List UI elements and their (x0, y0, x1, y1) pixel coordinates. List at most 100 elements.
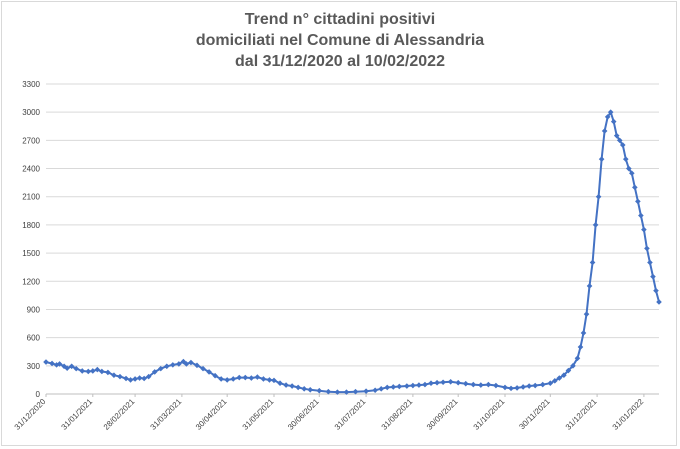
data-point-marker (632, 184, 638, 191)
data-point-marker (583, 311, 590, 317)
data-point-marker (447, 378, 454, 385)
series-line (45, 111, 660, 394)
data-point-marker (145, 373, 152, 380)
data-point-marker (141, 375, 147, 382)
data-point-marker (384, 384, 391, 391)
data-point-marker (307, 386, 314, 393)
data-point-marker (378, 386, 384, 392)
data-point-marker (508, 385, 514, 392)
data-point-marker (610, 118, 617, 125)
data-point-marker (56, 361, 63, 367)
data-point-marker (570, 363, 576, 369)
data-point-marker (601, 128, 608, 134)
y-tick-label: 1800 (22, 221, 40, 230)
data-point-marker (462, 380, 469, 387)
x-tick-label: 31/07/2021 (333, 397, 368, 432)
data-point-marker (416, 382, 422, 388)
y-tick-label: 2100 (22, 193, 40, 202)
data-point-marker (638, 212, 644, 219)
data-point-marker (85, 368, 92, 375)
x-tick-label: 30/06/2021 (286, 397, 321, 432)
data-point-marker (641, 226, 647, 233)
y-tick-label: 3300 (22, 80, 40, 89)
data-point-marker (656, 299, 662, 305)
x-tick-label: 30/04/2021 (194, 397, 229, 432)
data-point-marker (254, 374, 261, 380)
data-point-marker (49, 360, 55, 367)
x-tick-label: 31/01/2021 (60, 397, 95, 432)
data-point-marker (565, 367, 572, 374)
data-point-marker (111, 372, 117, 379)
y-axis-tick-labels: 0 300 600 900 1200 1500 1800 2100 2400 2700 3000 33… (22, 80, 40, 399)
data-point-marker (598, 156, 605, 162)
data-point-marker (485, 381, 492, 388)
data-point-marker (440, 379, 446, 386)
data-point-marker (316, 387, 323, 394)
data-point-marker (188, 359, 194, 366)
data-point-marker (43, 359, 49, 365)
data-point-marker (68, 363, 75, 370)
data-point-marker (390, 384, 397, 390)
data-point-marker (613, 132, 620, 139)
y-tick-label: 300 (27, 362, 41, 371)
data-point-marker (61, 363, 67, 370)
data-point-marker (622, 156, 629, 162)
data-point-marker (218, 376, 224, 382)
data-point-marker (635, 198, 641, 205)
data-point-marker (616, 137, 623, 144)
data-point-marker (230, 376, 237, 382)
data-point-marker (283, 382, 289, 388)
data-point-marker (157, 365, 164, 372)
y-tick-label: 600 (27, 334, 41, 343)
data-point-marker (422, 381, 428, 388)
data-point-marker (206, 369, 212, 375)
data-point-marker (526, 383, 532, 389)
data-point-marker (248, 375, 255, 381)
y-tick-label: 1200 (22, 277, 40, 286)
data-point-marker (200, 365, 206, 372)
data-point-marker (266, 377, 273, 383)
data-point-marker (73, 365, 79, 372)
chart-title-line-2: domiciliati nel Comune di Alessandria (196, 32, 484, 49)
y-tick-label: 0 (36, 390, 41, 399)
data-point-marker (289, 383, 295, 389)
data-point-marker (151, 369, 158, 375)
data-point-marker (556, 375, 563, 381)
data-point-marker (552, 378, 558, 384)
y-tick-label: 900 (27, 305, 41, 314)
x-tick-label: 31/03/2021 (149, 397, 184, 432)
data-point-marker (260, 376, 267, 382)
data-point-marker (136, 375, 143, 381)
data-point-marker (90, 368, 96, 374)
data-point-marker (604, 114, 611, 120)
data-point-marker (650, 273, 656, 280)
data-point-marker (619, 142, 626, 148)
data-point-marker (334, 389, 341, 395)
data-point-marker (127, 377, 134, 383)
data-point-marker (626, 165, 632, 172)
series-layer (43, 109, 662, 395)
data-point-marker (170, 362, 176, 368)
data-point-marker (574, 355, 581, 362)
data-point-marker (277, 380, 283, 386)
data-point-marker (514, 385, 520, 391)
gridlines (46, 83, 659, 395)
data-point-marker (99, 368, 105, 375)
data-point-marker (644, 245, 650, 252)
data-point-marker (123, 375, 129, 382)
data-point-marker (532, 382, 538, 389)
data-point-marker (79, 368, 86, 374)
data-point-marker (629, 170, 635, 177)
data-point-marker (372, 387, 378, 394)
x-tick-label: 31/12/2021 (564, 397, 599, 432)
data-point-marker (410, 382, 416, 389)
data-point-marker (295, 384, 301, 391)
data-point-marker (520, 384, 526, 390)
x-tick-label: 28/02/2021 (102, 397, 137, 432)
data-point-marker (647, 259, 653, 266)
data-point-marker (502, 384, 508, 391)
data-point-marker (653, 287, 659, 294)
x-tick-label: 31/01/2022 (611, 397, 646, 432)
x-tick-label: 31/05/2021 (241, 397, 276, 432)
data-point-marker (343, 389, 350, 395)
